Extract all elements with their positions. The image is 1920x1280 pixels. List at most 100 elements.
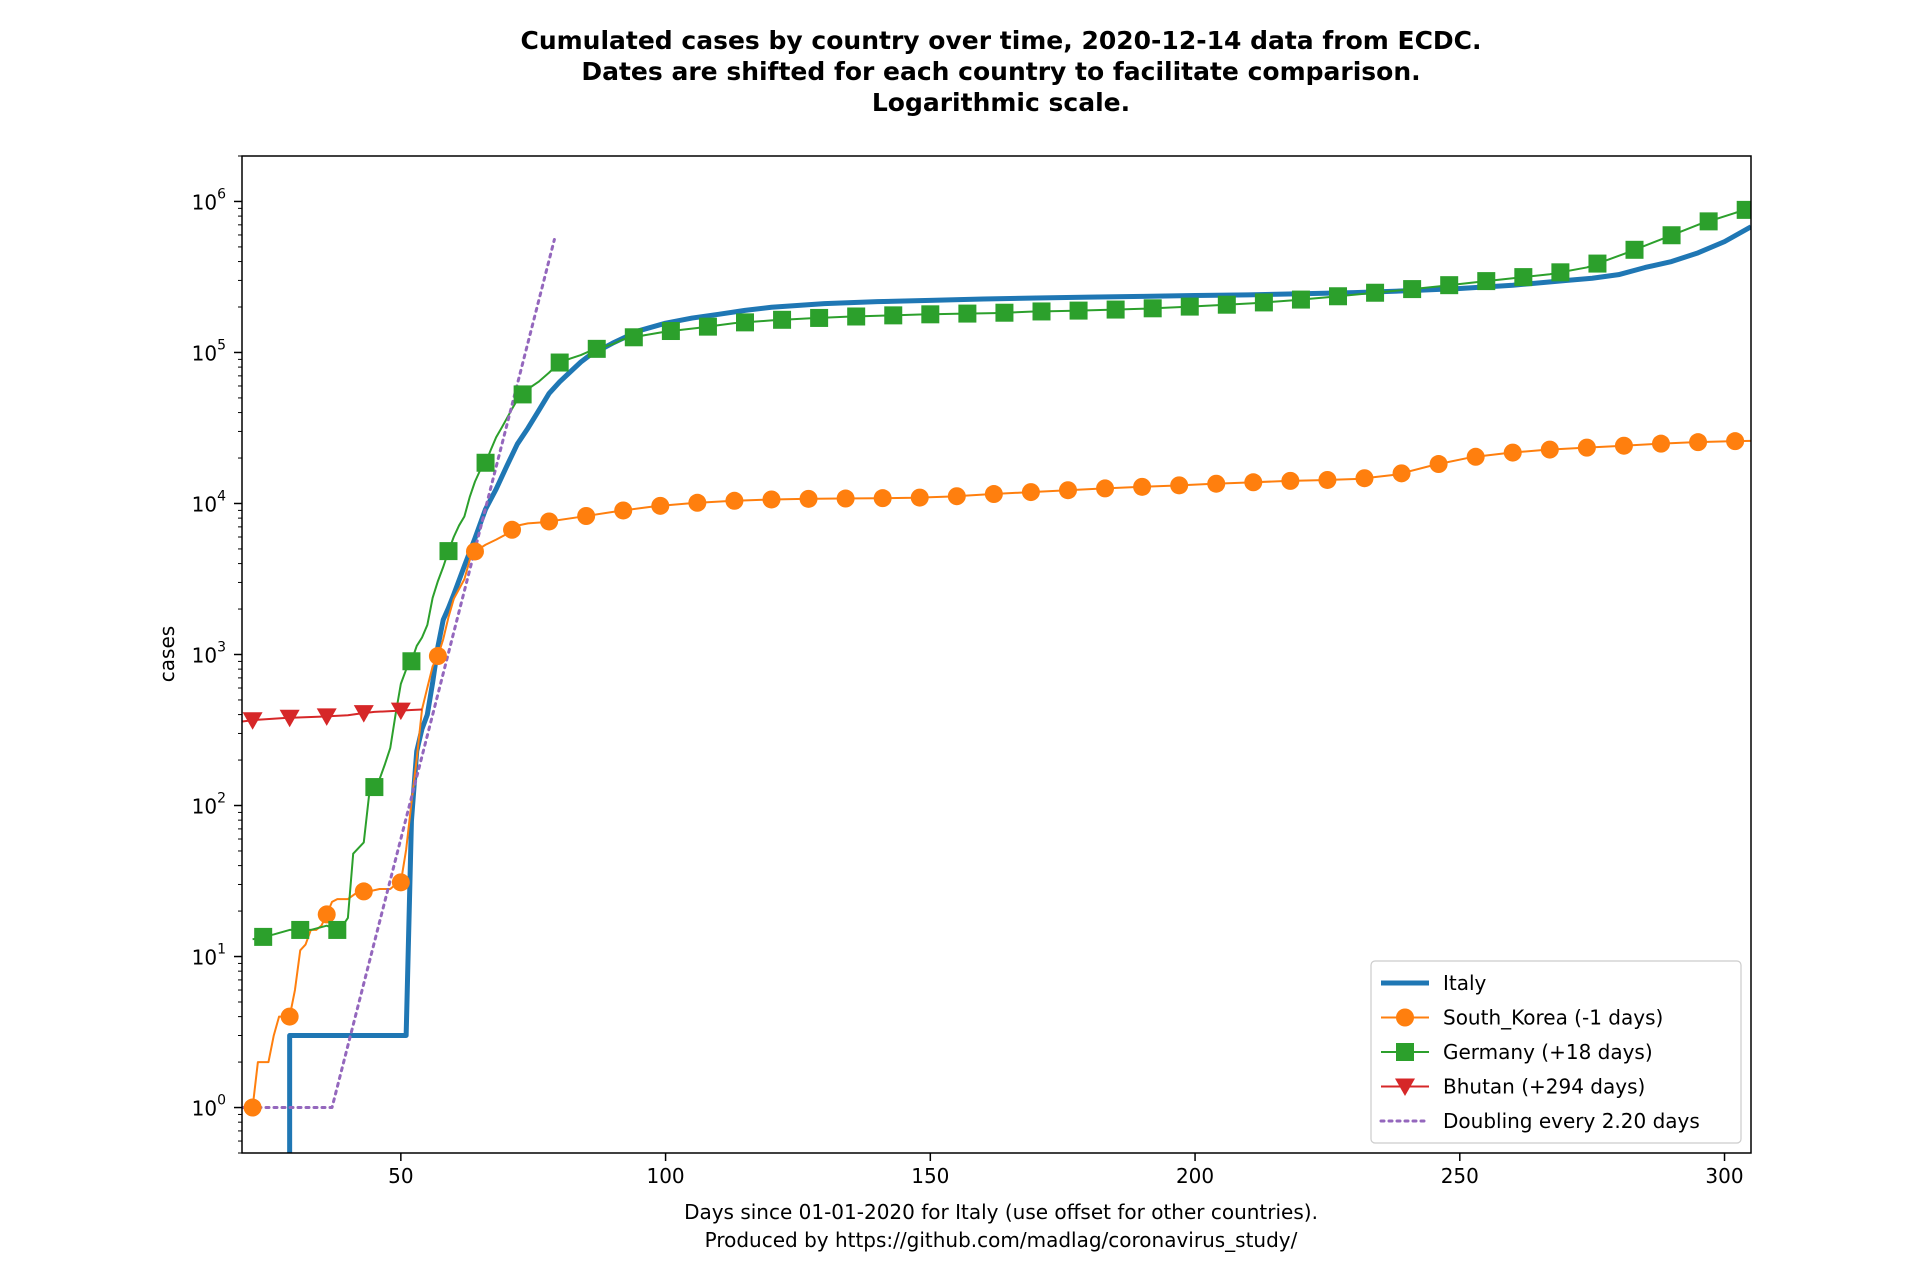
legend-label: South_Korea (-1 days) (1443, 1006, 1663, 1030)
legend-item: Italy (1381, 971, 1487, 995)
series-2-marker (995, 303, 1014, 322)
series-1-marker (1244, 473, 1263, 492)
series-2-marker (1514, 268, 1533, 287)
series-2-marker (624, 328, 643, 347)
series-1-marker (614, 501, 633, 520)
series-3-marker (242, 712, 263, 730)
series-2-marker (513, 385, 532, 404)
series-2-marker (1106, 300, 1125, 319)
series-2-marker (1699, 212, 1718, 231)
legend-item: Bhutan (+294 days) (1381, 1075, 1645, 1099)
chart-title-line-1: Cumulated cases by country over time, 20… (520, 26, 1481, 55)
legend-marker (1396, 1043, 1414, 1061)
series-1-marker (503, 520, 522, 539)
series-1-marker (540, 512, 559, 531)
series-2-marker (1625, 240, 1644, 259)
series-1-marker (984, 485, 1003, 504)
legend-label: Italy (1443, 971, 1487, 995)
legend-label: Bhutan (+294 days) (1443, 1075, 1645, 1099)
series-1-marker (873, 489, 892, 508)
series-1-marker (1133, 477, 1152, 496)
legend-marker (1396, 1008, 1414, 1027)
series-3-marker (316, 708, 337, 726)
series-2-marker (810, 308, 829, 327)
series-2-marker (1291, 290, 1310, 309)
series-2-marker (736, 313, 754, 332)
plot-markers-layer (242, 200, 1751, 1117)
series-3-marker (353, 705, 374, 723)
series-1-marker (1577, 438, 1596, 457)
series-1-marker (1429, 455, 1448, 474)
series-1-marker (1726, 432, 1745, 451)
series-2-marker (328, 920, 347, 939)
series-2-marker (587, 339, 606, 358)
series-2-marker (1217, 295, 1236, 314)
series-1-marker (1170, 476, 1189, 495)
series-1-marker (1355, 469, 1374, 488)
series-1-marker (1058, 481, 1077, 500)
series-1-marker (1614, 436, 1633, 455)
x-tick-label: 200 (1176, 1164, 1214, 1188)
series-2-marker (1180, 297, 1199, 316)
x-tick-label: 300 (1705, 1164, 1743, 1188)
x-tick-label: 100 (646, 1164, 684, 1188)
series-1-marker (836, 489, 855, 508)
series-1-marker (1281, 471, 1300, 490)
series-2-marker (958, 304, 977, 323)
series-1-marker (1392, 464, 1411, 483)
y-tick-label: 103 (192, 640, 226, 668)
chart-title-line-3: Logarithmic scale. (872, 88, 1130, 117)
series-1-marker (799, 489, 818, 508)
y-tick-label: 100 (192, 1093, 226, 1121)
series-1-marker (243, 1098, 262, 1117)
series-2-marker (1143, 299, 1162, 318)
series-2-marker (439, 542, 458, 561)
series-line-2 (252, 207, 1751, 941)
series-1-marker (1651, 434, 1670, 453)
legend: Italy South_Korea (-1 days) Germany (+18 d… (1370, 960, 1742, 1144)
x-tick-label: 250 (1441, 1164, 1479, 1188)
series-2-marker (402, 652, 421, 671)
legend-box (1370, 960, 1742, 1144)
y-tick-label: 104 (192, 488, 226, 516)
series-2-marker (1736, 200, 1751, 219)
series-2-marker (1254, 293, 1273, 312)
series-2-marker (884, 306, 903, 325)
series-line-4 (242, 237, 556, 1110)
legend-item: Doubling every 2.20 days (1379, 1109, 1700, 1133)
series-1-marker (688, 493, 707, 512)
series-1-marker (1466, 447, 1485, 466)
legend-item: South_Korea (-1 days) (1381, 1006, 1663, 1030)
legend-item: Germany (+18 days) (1381, 1040, 1653, 1064)
x-axis-label-line-1: Days since 01-01-2020 for Italy (use off… (684, 1200, 1318, 1224)
series-1-marker (947, 487, 966, 506)
series-1-marker (1689, 433, 1708, 452)
x-tick-label: 150 (911, 1164, 949, 1188)
legend-label: Doubling every 2.20 days (1443, 1109, 1700, 1133)
y-tick-label: 101 (192, 942, 226, 970)
series-1-marker (391, 873, 410, 892)
series-3-marker (390, 702, 411, 721)
series-2-marker (1477, 272, 1496, 291)
series-2-marker (1032, 302, 1051, 321)
y-axis-label: cases (155, 626, 179, 682)
series-2-marker (1551, 263, 1570, 282)
series-1-marker (762, 490, 781, 509)
y-axis: 100 101 102 103 104 105 106 (192, 155, 242, 1154)
series-2-marker (1069, 301, 1088, 320)
series-1-marker (465, 542, 484, 561)
series-2-marker (661, 322, 680, 341)
series-2-marker (254, 927, 273, 946)
series-2-marker (550, 353, 569, 372)
series-1-marker (1021, 483, 1040, 502)
series-1-marker (1540, 440, 1559, 459)
x-axis: 50 100 150 200 250 300 (388, 1153, 1744, 1188)
series-1-marker (280, 1007, 299, 1026)
legend-marker (1395, 1078, 1415, 1096)
legend-label: Germany (+18 days) (1443, 1040, 1653, 1064)
chart-title: Cumulated cases by country over time, 20… (520, 26, 1481, 117)
series-2-marker (1440, 276, 1459, 295)
series-1-marker (317, 905, 336, 924)
series-2-marker (921, 305, 940, 324)
